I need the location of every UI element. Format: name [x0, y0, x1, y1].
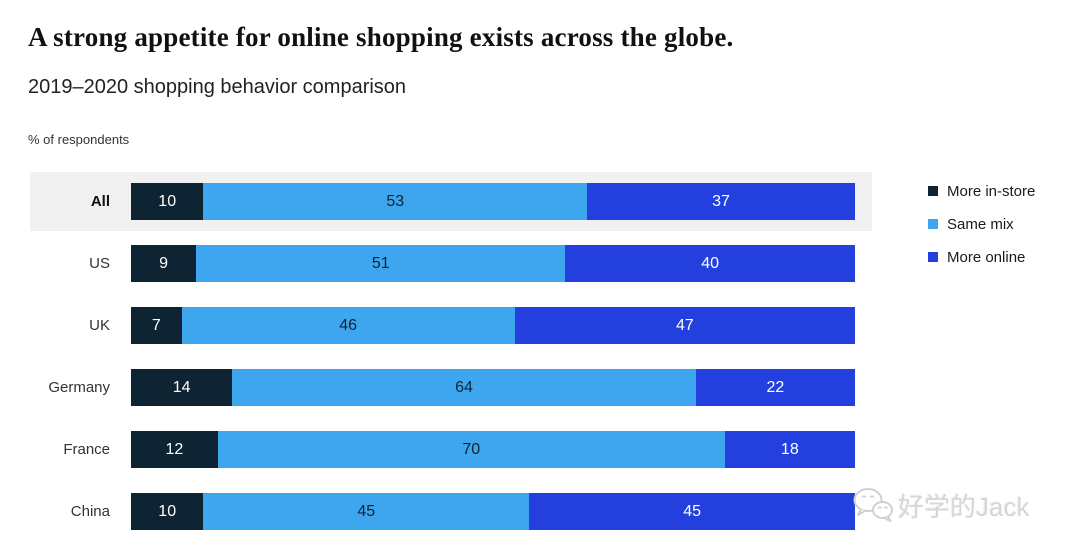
bar-track: 7 46 47 — [131, 307, 855, 344]
category-label: US — [89, 255, 110, 272]
category-label: France — [63, 441, 110, 458]
bar-segment: 10 — [131, 183, 204, 220]
bar-segment: 45 — [529, 493, 855, 530]
bar-segment: 45 — [203, 493, 530, 530]
bar-segment: 70 — [217, 431, 725, 468]
bar-segment: 51 — [196, 245, 566, 282]
chart-row: UK 7 46 47 — [30, 296, 872, 355]
page-title: A strong appetite for online shopping ex… — [28, 22, 734, 52]
legend-item: More online — [928, 248, 1035, 266]
bar-segment: 46 — [181, 307, 515, 344]
legend-swatch — [928, 252, 938, 262]
chart-rows: All 10 53 37 US 9 51 40 UK 7 46 47 Germany 14 64 22 Fran… — [30, 172, 872, 544]
category-label: China — [70, 503, 110, 520]
bar-segment: 14 — [131, 369, 233, 406]
legend-item: More in-store — [928, 182, 1036, 200]
bar-segment: 9 — [131, 245, 197, 282]
bar-segment: 10 — [131, 493, 204, 530]
watermark: 好学的Jack — [852, 486, 1029, 524]
legend-label: More in-store — [947, 182, 1036, 200]
chart-row: US 9 51 40 — [30, 234, 872, 293]
legend-swatch — [928, 186, 938, 196]
units-label: % of respondents — [28, 132, 130, 147]
legend-label: More online — [947, 248, 1026, 266]
category-label: Germany — [48, 379, 110, 396]
chart-row: All 10 53 37 — [30, 172, 872, 231]
chart-row: China 10 45 45 — [30, 482, 872, 541]
legend-swatch — [928, 219, 938, 229]
category-label: UK — [89, 317, 110, 334]
chart-row: France 12 70 18 — [30, 420, 872, 479]
bar-segment: 40 — [565, 245, 855, 282]
watermark-text: 好学的Jack — [898, 491, 1030, 522]
legend: More in-store Same mix More online — [928, 182, 1036, 283]
bar-segment: 53 — [203, 183, 588, 220]
bar-track: 10 53 37 — [131, 183, 855, 220]
chart-subtitle: 2019–2020 shopping behavior comparison — [28, 76, 407, 98]
wechat-icon — [853, 488, 893, 522]
bar-segment: 22 — [695, 369, 855, 406]
bar-segment: 64 — [232, 369, 696, 406]
legend-item: Same mix — [928, 215, 1035, 233]
bar-segment: 12 — [131, 431, 218, 468]
bar-track: 12 70 18 — [131, 431, 855, 468]
bar-segment: 18 — [724, 431, 855, 468]
bar-track: 14 64 22 — [131, 369, 855, 406]
bar-segment: 37 — [587, 183, 855, 220]
bar-track: 10 45 45 — [131, 493, 855, 530]
bar-segment: 7 — [131, 307, 182, 344]
category-label: All — [90, 193, 110, 210]
legend-label: Same mix — [947, 215, 1014, 233]
chart-row: Germany 14 64 22 — [30, 358, 872, 417]
bar-segment: 47 — [514, 307, 855, 344]
bar-track: 9 51 40 — [131, 245, 855, 282]
